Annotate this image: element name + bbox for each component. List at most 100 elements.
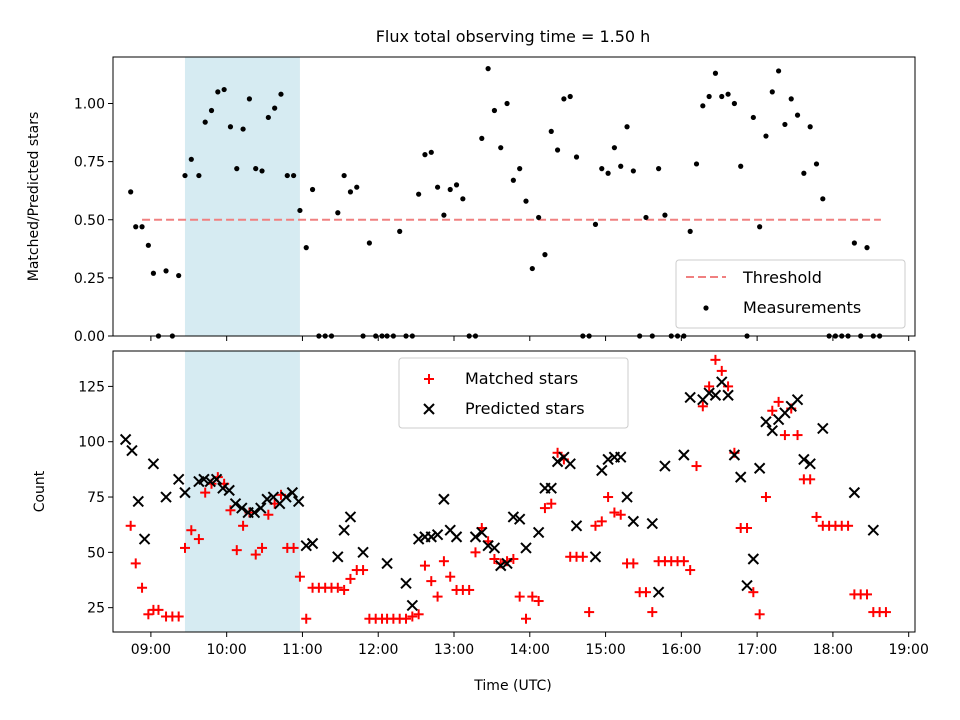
cross-b [450, 531, 463, 543]
matched-point [200, 487, 211, 498]
cross-b [306, 537, 319, 550]
cross-b [198, 473, 210, 486]
cross-b [179, 486, 191, 499]
predicted-point [652, 586, 665, 598]
predicted-point [804, 458, 816, 470]
measurement-point [272, 105, 278, 111]
predicted-point [138, 533, 151, 545]
cross-b [760, 416, 772, 428]
cross-b [646, 517, 659, 530]
top-shaded-span [184, 57, 300, 336]
measurement-point [215, 89, 221, 95]
matched-point [811, 511, 822, 522]
matched-point [880, 607, 891, 618]
cross-b [551, 455, 564, 468]
cross-b [678, 449, 690, 461]
matched-point [438, 556, 449, 567]
legend-measurement-swatch [703, 305, 709, 311]
matched-point [742, 523, 753, 534]
predicted-point [545, 482, 557, 494]
predicted-point [217, 482, 229, 494]
cross-b [621, 491, 633, 503]
predicted-point [132, 495, 144, 508]
x-tick-label: 11:00 [282, 642, 322, 658]
matched-point [250, 549, 261, 560]
measurement-point [725, 91, 731, 97]
matched-point [539, 503, 550, 514]
measurement-point [611, 145, 618, 151]
cross-b [423, 403, 435, 415]
measurement-point [278, 91, 284, 97]
matched-point [615, 509, 626, 520]
cross-b [570, 520, 583, 532]
matched-point [584, 607, 595, 618]
matched-point [533, 596, 544, 607]
bottom-panel: 09:00 10:00 11:00 12:00 13:00 14:00 15:00 16:00… [32, 350, 929, 694]
cross-b [338, 524, 350, 536]
measurement-point [259, 168, 265, 174]
matched-point [294, 571, 305, 582]
measurement-point [567, 93, 573, 100]
predicted-point [520, 542, 532, 554]
matched-point [445, 571, 456, 582]
chart-title: Flux total observing time = 1.50 h [376, 27, 651, 46]
x-tick-label: 15:00 [585, 642, 625, 658]
measurement-point [479, 135, 485, 141]
predicted-point [678, 449, 690, 461]
measurement-points [128, 66, 883, 339]
cross-b [172, 473, 185, 486]
cross-b [659, 460, 671, 472]
measurement-point [643, 214, 649, 221]
cross-b [817, 422, 829, 435]
measurement-point [188, 156, 194, 162]
predicted-point [261, 493, 273, 505]
x-axis-label: Time (UTC) [473, 678, 551, 694]
predicted-point [495, 559, 507, 572]
cross-b [488, 542, 501, 554]
matched-point [609, 507, 620, 518]
predicted-point [198, 473, 210, 486]
measurement-point [801, 170, 807, 176]
top-legend-box [675, 259, 906, 329]
cross-b [381, 557, 393, 570]
cross-b [332, 551, 344, 563]
predicted-point [476, 526, 488, 539]
predicted-point [627, 515, 640, 528]
cross-b [520, 542, 532, 554]
predicted-point [412, 533, 425, 545]
predicted-point [344, 511, 357, 523]
cross-b [703, 387, 715, 399]
matched-point [590, 520, 601, 531]
cross-b [280, 491, 292, 503]
measurement-point [504, 100, 510, 107]
measurement-point [297, 207, 303, 214]
predicted-point [564, 458, 576, 470]
measurement-point [542, 252, 548, 258]
measurement-point [416, 191, 422, 197]
measurement-point [128, 189, 134, 195]
cross-b [412, 533, 425, 545]
measurement-point [662, 212, 668, 218]
measurement-point [163, 268, 169, 274]
cross-b [564, 458, 576, 470]
cross-b [431, 528, 444, 541]
predicted-point [236, 502, 248, 514]
legend-matched-label: Matched stars [465, 369, 578, 388]
x-tick-label: 18:00 [813, 642, 853, 658]
cross-b [217, 482, 229, 494]
measurement-point [700, 103, 706, 109]
cross-b [722, 389, 734, 401]
predicted-point [766, 424, 778, 437]
matched-point [225, 505, 236, 516]
measurement-point [202, 119, 208, 125]
predicted-point [817, 422, 829, 435]
measurement-point [434, 184, 441, 190]
cross-b [766, 424, 778, 437]
matched-point [805, 474, 816, 485]
matched-point [358, 565, 369, 576]
measurement-point [227, 124, 234, 130]
y-tick-label: 50 [87, 545, 105, 561]
cross-b [286, 486, 299, 499]
matched-point [407, 611, 418, 622]
matched-point [125, 520, 136, 531]
